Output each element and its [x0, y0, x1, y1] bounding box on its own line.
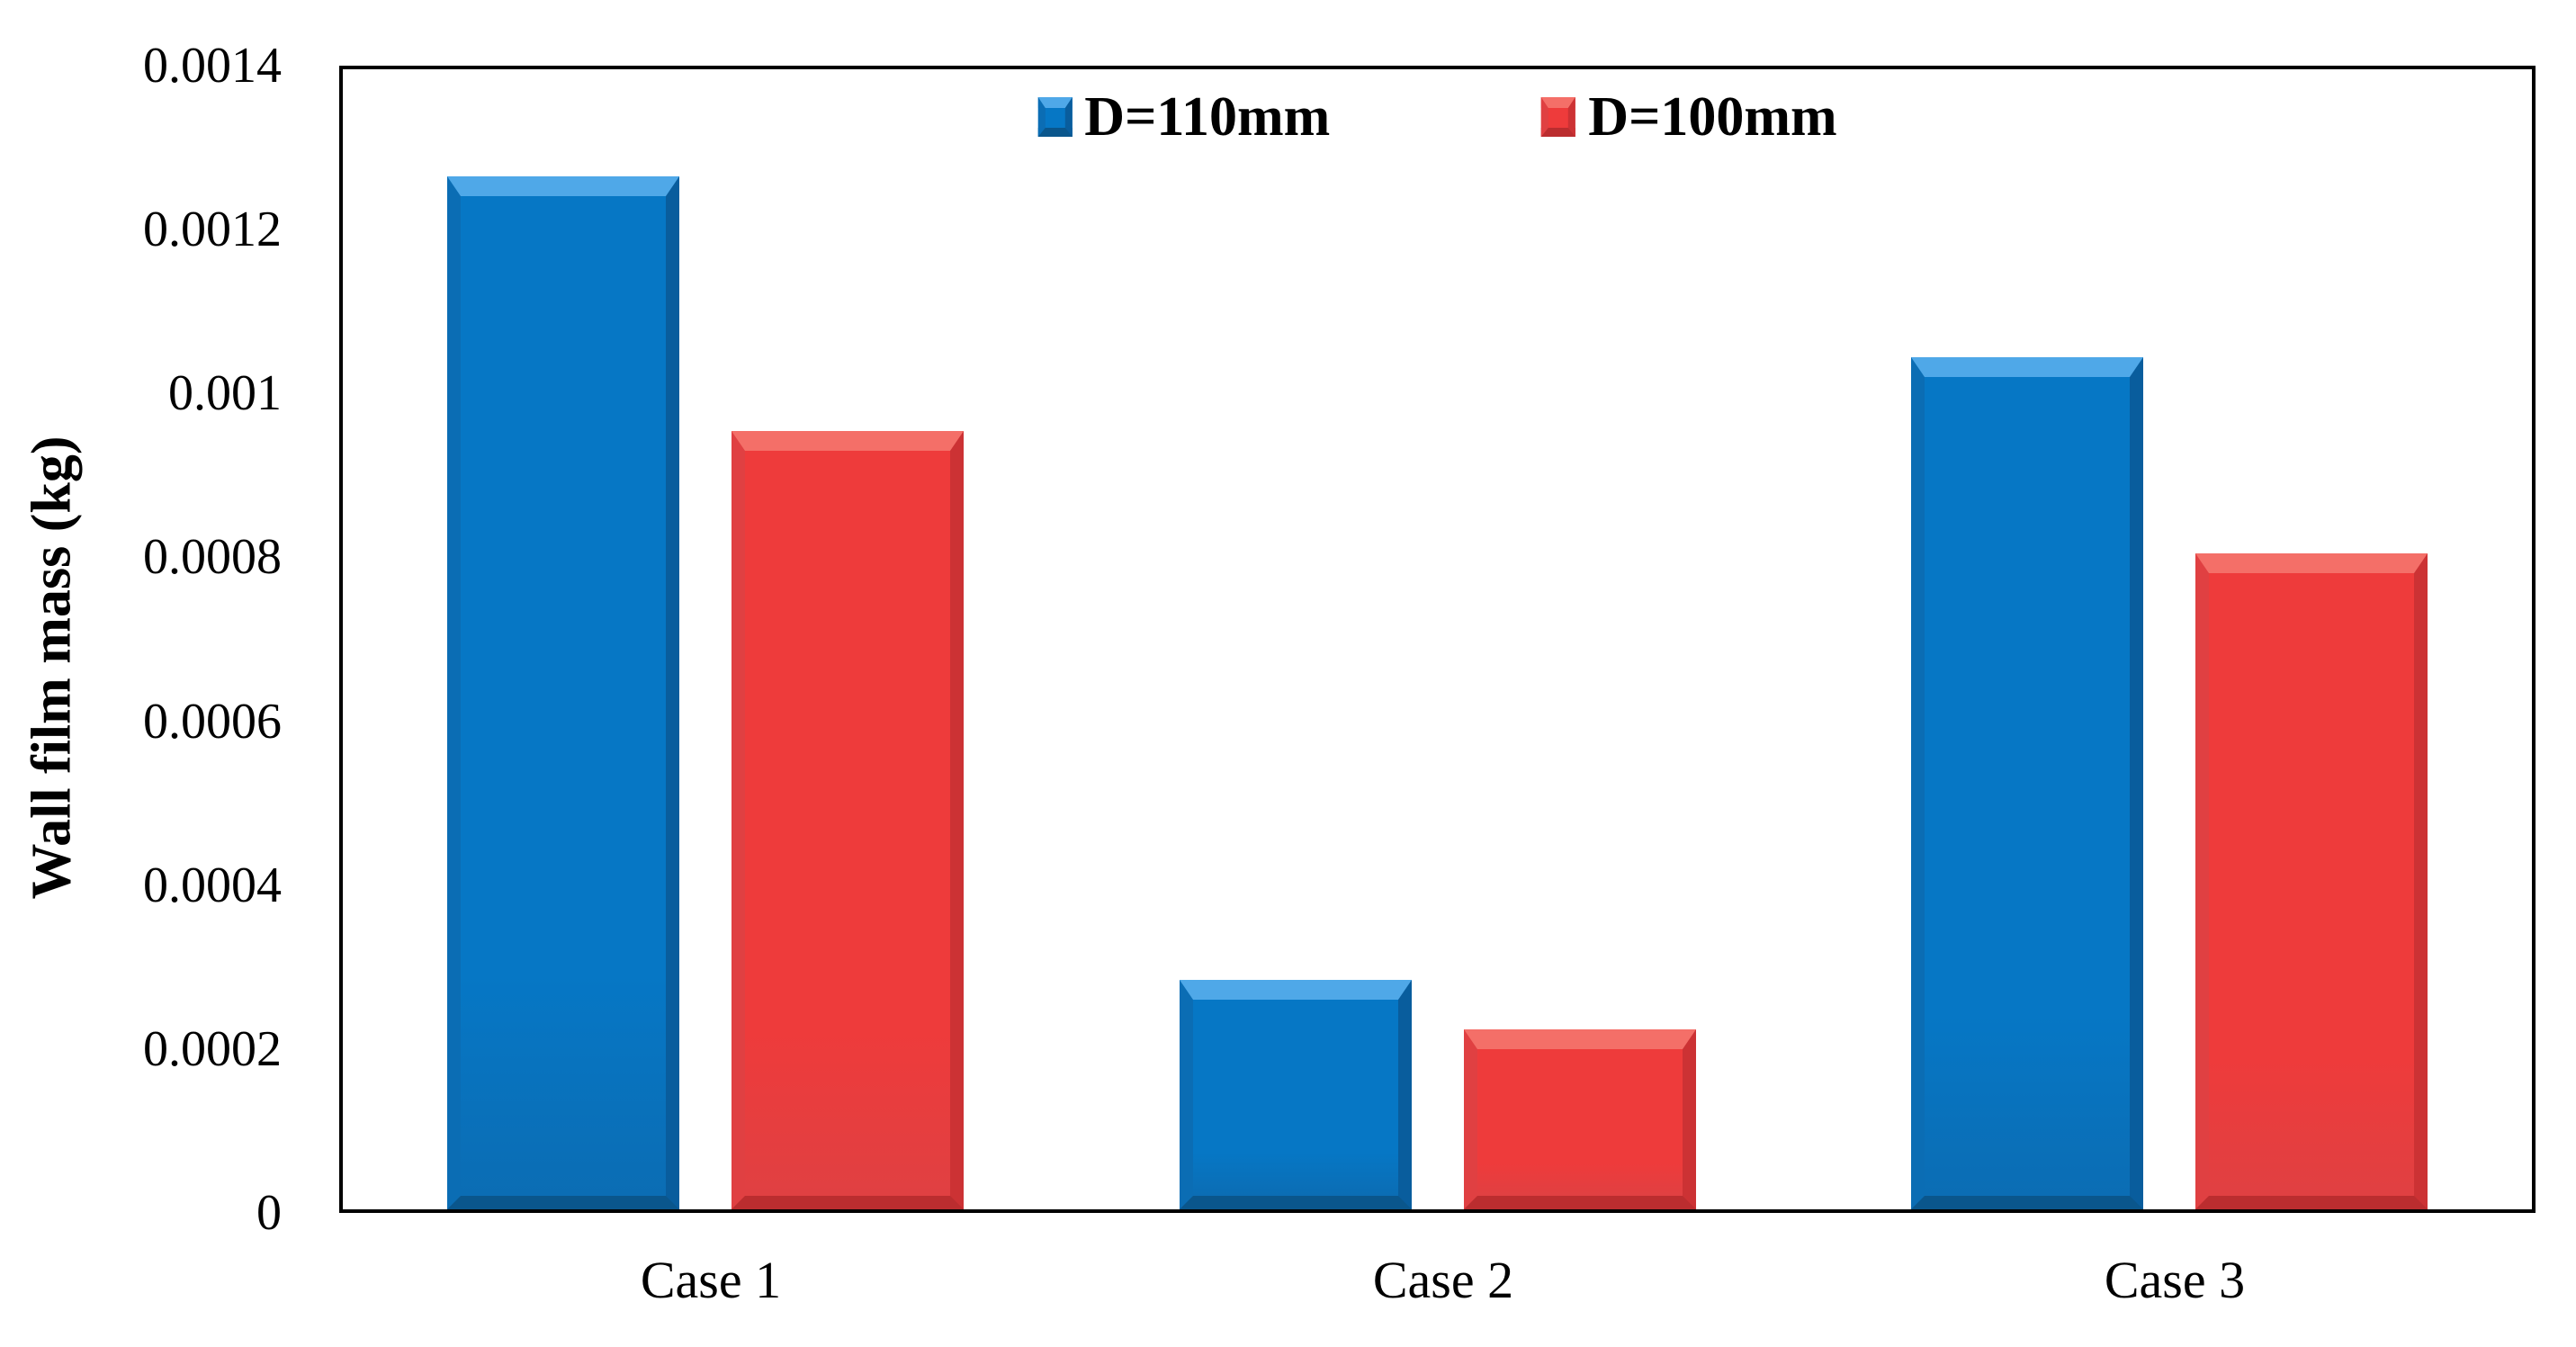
- bar-case3-d100mm: [2195, 553, 2428, 1209]
- legend-marker-d100-icon: [1541, 97, 1576, 137]
- y-tick-label-0.0012: 0.0012: [143, 202, 282, 257]
- y-tick-label-0.0008: 0.0008: [143, 529, 282, 585]
- legend-marker-d110-icon: [1037, 97, 1073, 137]
- bar-case2-d110mm: [1180, 980, 1412, 1209]
- plot-area: D=110mm D=100mm: [339, 66, 2536, 1213]
- x-category-label-case3: Case 3: [2104, 1251, 2246, 1309]
- y-tick-label-0.0002: 0.0002: [143, 1021, 282, 1077]
- legend-entry-d110: D=110mm: [1037, 89, 1330, 145]
- y-tick-label-0.0004: 0.0004: [143, 858, 282, 913]
- bar-case1-d100mm: [732, 431, 964, 1209]
- y-tick-label-0.001: 0.001: [168, 365, 282, 421]
- legend-label-d100: D=100mm: [1588, 86, 1837, 148]
- y-axis-title: Wall film mass (kg): [21, 436, 83, 900]
- x-category-label-case2: Case 2: [1372, 1251, 1514, 1309]
- bar-case1-d110mm: [447, 176, 679, 1209]
- bar-case2-d100mm: [1464, 1029, 1696, 1209]
- legend-label-d110: D=110mm: [1084, 86, 1331, 148]
- y-tick-label-0.0014: 0.0014: [143, 38, 282, 94]
- x-category-label-case1: Case 1: [640, 1251, 782, 1309]
- y-tick-label-0: 0: [256, 1185, 282, 1241]
- y-tick-label-0.0006: 0.0006: [143, 694, 282, 750]
- legend-entry-d100: D=100mm: [1541, 86, 1837, 148]
- bar-case3-d110mm: [1911, 357, 2143, 1209]
- legend: D=110mm D=100mm: [1037, 86, 1837, 148]
